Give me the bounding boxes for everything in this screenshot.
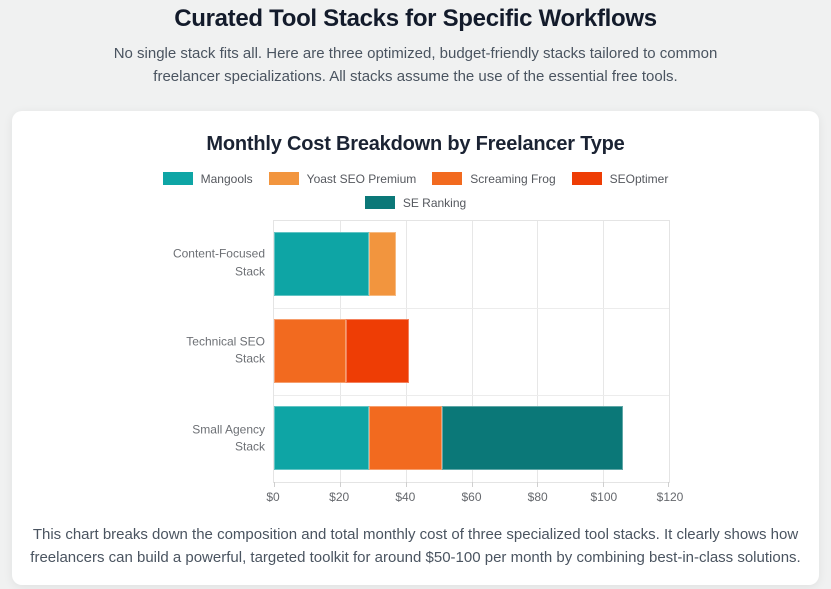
y-axis-labels: Content-Focused Stack Technical SEO Stack… [161,220,273,483]
bar-segment-seoptimer [346,319,409,383]
x-axis-tick [471,481,473,487]
legend-label: Yoast SEO Premium [306,171,417,186]
legend-label: Screaming Frog [470,171,556,186]
bar-row-small-agency-stack [274,395,669,482]
x-axis-tick-label: $60 [461,489,482,504]
horizontal-gridline [274,394,669,396]
legend-swatch [162,172,193,185]
vertical-gridline [603,220,605,482]
x-axis-tick-label: $40 [395,489,416,504]
plot-wrapper: $0 $20 $40 $60 $80 $100 $120 [266,219,683,507]
bar-segment-se-ranking [441,406,623,470]
chart-area: Content-Focused Stack Technical SEO Stack… [26,219,805,507]
legend-item-se-ranking[interactable]: SE Ranking [364,195,467,210]
legend-label: SE Ranking [402,195,467,210]
legend-swatch [432,172,463,185]
legend-swatch [364,196,395,209]
y-axis-category-label: Small Agency Stack [192,422,265,454]
page-title: Curated Tool Stacks for Specific Workflo… [174,5,657,32]
legend-item-seoptimer[interactable]: SEOptimer [571,171,669,186]
chart-title: Monthly Cost Breakdown by Freelancer Typ… [206,132,625,155]
legend-item-screaming-frog[interactable]: Screaming Frog [432,171,556,186]
x-axis-tick-label: $20 [329,489,350,504]
legend-label: SEOptimer [609,171,669,186]
plot-area [273,219,670,487]
bar-segment-mangools [274,406,370,470]
legend-item-mangools[interactable]: Mangools [162,171,253,186]
bar-row-technical-seo-stack [274,308,669,395]
vertical-gridline [471,220,473,482]
bar-row-content-focused-stack [274,221,669,308]
x-axis-tick [668,481,669,487]
x-axis-tick-label: $0 [266,489,280,504]
bar-segment-mangools [274,232,370,296]
x-axis-tick [537,481,539,487]
page-subtitle: No single stack fits all. Here are three… [113,45,718,86]
bar-segment-yoast-seo-premium [369,232,396,296]
y-axis-category-label: Technical SEO Stack [186,334,265,366]
x-axis-tick-label: $120 [656,489,684,504]
x-axis-tick-label: $100 [590,489,618,504]
x-axis-labels: $0 $20 $40 $60 $80 $100 $120 [266,483,683,507]
legend-swatch [268,172,299,185]
horizontal-gridline [274,307,669,309]
vertical-gridline [537,220,539,482]
chart-caption: This chart breaks down the composition a… [30,525,801,566]
bar-segment-screaming-frog [369,406,442,470]
chart-legend: Mangools Yoast SEO Premium Screaming Frog S… [26,172,805,210]
x-axis-tick-label: $80 [527,489,548,504]
y-axis-category-label: Content-Focused Stack [172,246,265,279]
bar-segment-screaming-frog [274,319,347,383]
legend-swatch [571,172,602,185]
x-axis-tick [603,481,605,487]
legend-label: Mangools [200,171,253,186]
x-axis-tick [405,481,407,487]
x-axis-tick [274,481,275,487]
legend-item-yoast-seo-premium[interactable]: Yoast SEO Premium [268,171,417,186]
chart-card: Monthly Cost Breakdown by Freelancer Typ… [12,110,819,585]
x-axis-tick [339,481,341,487]
